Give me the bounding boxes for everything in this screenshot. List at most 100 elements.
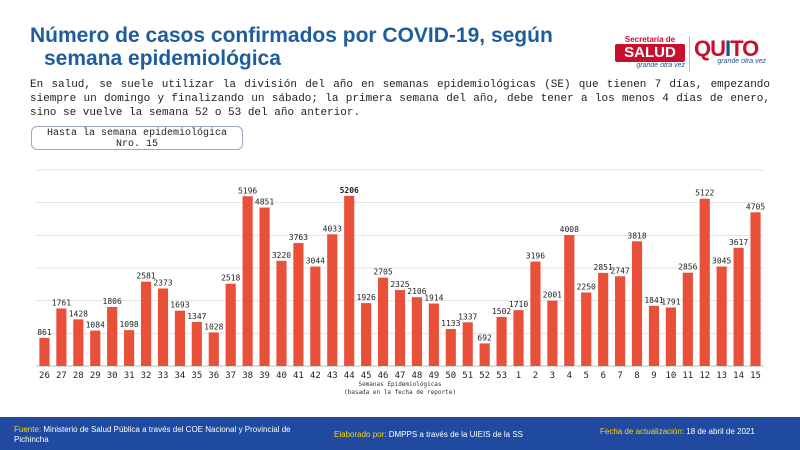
bar bbox=[530, 261, 541, 366]
x-tick-label: 30 bbox=[107, 371, 118, 381]
bar bbox=[513, 310, 524, 366]
bar bbox=[56, 308, 67, 366]
bar bbox=[496, 316, 507, 366]
data-label: 692 bbox=[477, 333, 492, 342]
x-tick-label: 27 bbox=[56, 371, 67, 381]
data-label: 1502 bbox=[492, 307, 511, 316]
data-label: 2747 bbox=[610, 266, 629, 275]
x-tick-label: 15 bbox=[750, 371, 761, 381]
week-range-line-2: Nro. 15 bbox=[115, 139, 158, 150]
data-label: 2373 bbox=[153, 278, 172, 287]
data-label: 3045 bbox=[712, 257, 731, 266]
data-label: 861 bbox=[37, 328, 52, 337]
bar bbox=[90, 330, 101, 366]
data-label: 2851 bbox=[594, 263, 613, 272]
x-tick-label: 46 bbox=[378, 371, 389, 381]
data-label: 2001 bbox=[543, 291, 562, 300]
bar bbox=[225, 283, 236, 366]
data-label: 4008 bbox=[560, 225, 579, 234]
data-label: 2250 bbox=[577, 283, 596, 292]
bar bbox=[598, 272, 609, 366]
bar bbox=[699, 198, 710, 366]
bar bbox=[479, 343, 490, 366]
x-tick-label: 1 bbox=[516, 371, 521, 381]
bar bbox=[140, 281, 152, 366]
x-tick-label: 5 bbox=[584, 371, 589, 381]
data-label: 2856 bbox=[678, 263, 697, 272]
week-range-box: Hasta la semana epidemiológica Nro. 15 bbox=[31, 126, 243, 150]
data-label: 1761 bbox=[52, 298, 71, 307]
x-tick-label: 35 bbox=[191, 371, 202, 381]
x-tick-label: 53 bbox=[496, 371, 507, 381]
data-label: 1347 bbox=[187, 312, 206, 321]
footer-elaborated-by: Elaborado por: DMPPS a través de la UIEI… bbox=[334, 430, 523, 439]
bar bbox=[411, 297, 423, 366]
data-label: 1926 bbox=[357, 293, 376, 302]
x-tick-label: 42 bbox=[310, 371, 321, 381]
bar bbox=[733, 247, 744, 366]
data-label: 2325 bbox=[390, 280, 409, 289]
data-label: 2581 bbox=[136, 272, 155, 281]
description-text: En salud, se suele utilizar la división … bbox=[30, 79, 770, 119]
bar bbox=[259, 207, 270, 366]
bar bbox=[293, 243, 304, 366]
bar bbox=[394, 290, 406, 366]
x-tick-label: 3 bbox=[550, 371, 555, 381]
data-label: 1710 bbox=[509, 300, 528, 309]
data-label: 1914 bbox=[424, 293, 443, 302]
x-tick-label: 26 bbox=[39, 371, 50, 381]
bar-chart: 8612617612714282810842918063010983125813… bbox=[36, 169, 765, 396]
x-tick-label: 28 bbox=[73, 371, 84, 381]
x-axis-subtitle: (basada en la fecha de reporte) bbox=[344, 389, 456, 396]
footer-source: Fuente: Ministerio de Salud Pública a tr… bbox=[14, 425, 291, 444]
x-tick-label: 51 bbox=[462, 371, 473, 381]
x-tick-label: 43 bbox=[327, 371, 338, 381]
week-range-line-1: Hasta la semana epidemiológica bbox=[46, 128, 228, 139]
bar bbox=[377, 277, 389, 366]
bar bbox=[665, 307, 676, 366]
bar bbox=[716, 266, 727, 366]
bar bbox=[547, 300, 558, 366]
bar bbox=[39, 337, 50, 366]
x-tick-label: 29 bbox=[90, 371, 101, 381]
x-tick-label: 37 bbox=[225, 371, 236, 381]
data-label: 2518 bbox=[221, 274, 240, 283]
bar bbox=[462, 322, 473, 366]
x-tick-label: 10 bbox=[665, 371, 676, 381]
data-label: 3196 bbox=[526, 252, 545, 261]
bar bbox=[124, 330, 135, 366]
bar bbox=[310, 266, 321, 366]
x-tick-label: 34 bbox=[174, 371, 185, 381]
x-tick-label: 47 bbox=[395, 371, 406, 381]
x-tick-label: 50 bbox=[445, 371, 456, 381]
x-tick-label: 38 bbox=[242, 371, 253, 381]
x-tick-label: 8 bbox=[634, 371, 639, 381]
page-title: Número de casos confirmados por COVID-19… bbox=[30, 24, 590, 70]
x-tick-label: 49 bbox=[428, 371, 439, 381]
data-label: 4033 bbox=[323, 224, 342, 233]
data-label: 2106 bbox=[407, 287, 426, 296]
bar bbox=[445, 328, 456, 366]
data-label: 1098 bbox=[119, 320, 138, 329]
x-tick-label: 12 bbox=[699, 371, 710, 381]
bar bbox=[208, 332, 219, 366]
x-tick-label: 2 bbox=[533, 371, 538, 381]
data-label: 4851 bbox=[255, 198, 274, 207]
bar bbox=[242, 196, 253, 366]
bar bbox=[564, 235, 575, 366]
data-label: 3763 bbox=[289, 233, 308, 242]
x-tick-label: 14 bbox=[733, 371, 744, 381]
logo-divider bbox=[689, 36, 690, 72]
data-label: 4705 bbox=[746, 202, 765, 211]
bar bbox=[361, 303, 372, 366]
x-tick-label: 32 bbox=[141, 371, 152, 381]
quito-logo: QUITO grande otra vez bbox=[694, 36, 766, 65]
x-tick-label: 31 bbox=[124, 371, 135, 381]
x-tick-label: 9 bbox=[651, 371, 656, 381]
bar bbox=[174, 310, 185, 366]
secretaria-salud-logo: Secretaría de SALUD grande otra vez bbox=[615, 35, 685, 69]
bar bbox=[615, 276, 626, 366]
bar bbox=[631, 241, 643, 366]
data-label: 3044 bbox=[306, 257, 325, 266]
data-label: 5206 bbox=[340, 186, 359, 195]
